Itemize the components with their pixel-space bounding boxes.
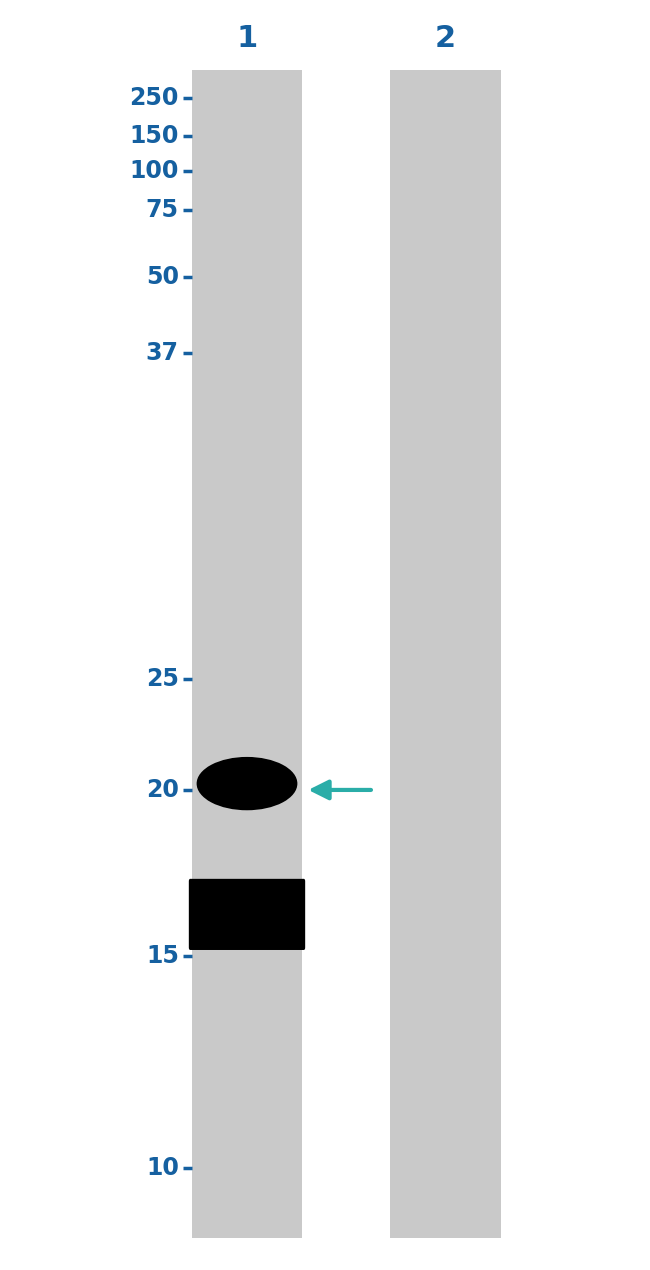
Text: 37: 37	[146, 342, 179, 364]
FancyBboxPatch shape	[192, 880, 302, 949]
Ellipse shape	[219, 768, 275, 799]
Ellipse shape	[232, 776, 262, 791]
Ellipse shape	[214, 766, 280, 801]
FancyBboxPatch shape	[188, 879, 305, 950]
FancyBboxPatch shape	[203, 888, 291, 941]
FancyBboxPatch shape	[190, 879, 304, 950]
FancyBboxPatch shape	[205, 888, 289, 941]
FancyBboxPatch shape	[198, 884, 296, 945]
FancyBboxPatch shape	[194, 883, 300, 946]
FancyBboxPatch shape	[203, 886, 291, 942]
FancyBboxPatch shape	[200, 885, 294, 944]
Ellipse shape	[209, 763, 285, 804]
Text: 150: 150	[129, 124, 179, 147]
FancyBboxPatch shape	[201, 886, 293, 942]
Text: 25: 25	[146, 668, 179, 691]
Ellipse shape	[220, 770, 274, 798]
FancyBboxPatch shape	[198, 884, 296, 945]
Ellipse shape	[223, 771, 271, 796]
Text: 50: 50	[146, 265, 179, 288]
Text: 20: 20	[146, 779, 179, 801]
Ellipse shape	[211, 765, 283, 803]
Ellipse shape	[210, 765, 284, 803]
FancyBboxPatch shape	[191, 880, 303, 949]
Text: 15: 15	[146, 945, 179, 968]
FancyBboxPatch shape	[202, 886, 292, 942]
Ellipse shape	[235, 777, 259, 790]
Ellipse shape	[225, 772, 269, 795]
Ellipse shape	[213, 766, 281, 801]
Ellipse shape	[200, 758, 294, 809]
FancyBboxPatch shape	[199, 885, 295, 944]
FancyBboxPatch shape	[200, 885, 294, 944]
FancyBboxPatch shape	[197, 884, 297, 945]
Ellipse shape	[201, 759, 293, 808]
Text: 10: 10	[146, 1157, 179, 1180]
Ellipse shape	[226, 772, 268, 795]
FancyBboxPatch shape	[193, 881, 301, 947]
FancyBboxPatch shape	[192, 881, 302, 947]
Ellipse shape	[231, 775, 263, 792]
Text: 250: 250	[129, 86, 179, 109]
Ellipse shape	[196, 757, 298, 810]
Ellipse shape	[227, 773, 266, 794]
Ellipse shape	[217, 768, 277, 799]
FancyBboxPatch shape	[194, 881, 300, 947]
Ellipse shape	[216, 767, 278, 800]
FancyBboxPatch shape	[196, 883, 298, 946]
Ellipse shape	[198, 758, 296, 809]
Text: 75: 75	[146, 198, 179, 221]
FancyBboxPatch shape	[190, 880, 304, 949]
FancyBboxPatch shape	[202, 886, 292, 942]
Bar	[192, 70, 302, 1238]
Ellipse shape	[205, 762, 289, 805]
Text: 2: 2	[435, 24, 456, 52]
Ellipse shape	[229, 775, 265, 792]
Ellipse shape	[207, 762, 287, 805]
Ellipse shape	[203, 759, 291, 808]
Ellipse shape	[204, 761, 290, 806]
Text: 1: 1	[237, 24, 257, 52]
Ellipse shape	[222, 770, 272, 798]
Bar	[390, 70, 500, 1238]
FancyBboxPatch shape	[195, 883, 299, 946]
Text: 100: 100	[129, 160, 179, 183]
Ellipse shape	[233, 776, 261, 791]
